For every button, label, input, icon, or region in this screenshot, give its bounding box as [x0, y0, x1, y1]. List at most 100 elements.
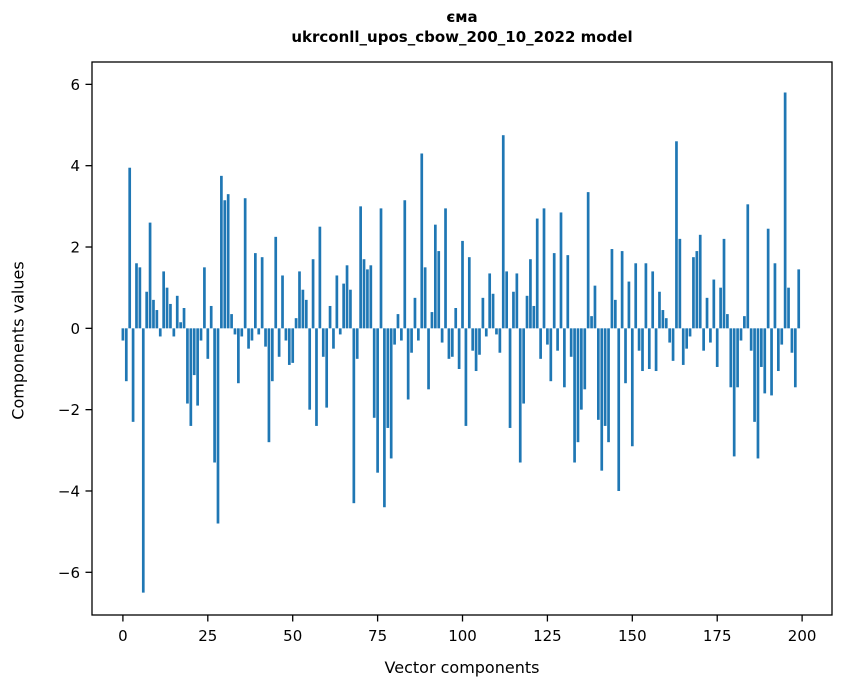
bar: [770, 328, 773, 396]
bar: [552, 253, 556, 329]
bar: [512, 291, 515, 329]
bar: [644, 263, 648, 329]
bar: [763, 328, 767, 394]
bar: [233, 328, 237, 335]
bar: [281, 275, 284, 329]
x-tick-label: 150: [618, 627, 647, 645]
bar: [732, 328, 736, 457]
bar: [386, 328, 390, 428]
bar: [226, 194, 230, 329]
bar: [668, 328, 672, 343]
bar: [624, 328, 627, 384]
bar: [712, 279, 716, 329]
bar: [559, 212, 563, 329]
bar: [773, 263, 777, 329]
bar: [345, 265, 349, 329]
y-tick-label: 0: [70, 320, 80, 338]
bar: [410, 328, 413, 353]
bar: [332, 328, 335, 349]
bar: [546, 328, 549, 345]
bar: [321, 328, 325, 357]
bar: [182, 308, 186, 329]
bar: [192, 328, 196, 376]
bar: [359, 206, 362, 329]
bar: [260, 257, 264, 329]
bar: [417, 328, 420, 341]
bar: [671, 328, 675, 361]
bar: [505, 271, 509, 329]
bar: [158, 328, 162, 337]
bar: [247, 328, 250, 349]
bar: [736, 328, 739, 388]
bar: [641, 328, 644, 372]
bar: [495, 328, 498, 335]
bar: [335, 275, 339, 329]
bar: [664, 318, 668, 329]
bar: [515, 273, 519, 329]
x-tick-label: 200: [788, 627, 817, 645]
bar: [145, 291, 149, 329]
bar: [444, 208, 447, 329]
bar: [481, 297, 485, 329]
bar: [583, 328, 587, 390]
bar: [607, 328, 610, 443]
bar: [430, 312, 434, 329]
bar: [230, 314, 233, 329]
bar: [793, 328, 797, 388]
bar: [749, 328, 753, 351]
bar: [685, 328, 688, 349]
bar: [393, 328, 396, 345]
bar: [498, 328, 502, 353]
bar: [349, 289, 352, 329]
bar: [355, 328, 359, 359]
bar: [573, 328, 576, 463]
bar: [563, 328, 566, 388]
bar: [630, 328, 634, 447]
bar: [148, 222, 152, 329]
bar: [342, 283, 345, 329]
bar: [267, 328, 271, 443]
bar: [162, 271, 166, 329]
bar: [124, 328, 128, 382]
bar: [325, 328, 329, 408]
bar: [756, 328, 760, 459]
bar: [447, 328, 451, 359]
bar: [613, 299, 617, 329]
bar: [135, 263, 138, 329]
bar: [766, 228, 770, 329]
bar: [597, 328, 600, 420]
chart-title-block: єма ukrconll_upos_cbow_200_10_2022 model: [92, 8, 832, 47]
bar: [739, 328, 743, 341]
bar: [206, 328, 210, 359]
bar: [675, 141, 678, 329]
bar: [400, 328, 403, 341]
bar: [491, 293, 495, 329]
bar: [590, 316, 593, 329]
bar: [277, 328, 281, 357]
bar: [457, 328, 461, 369]
bar: [569, 328, 573, 357]
bar: [420, 153, 424, 329]
bar: [189, 328, 193, 426]
bar: [722, 238, 726, 329]
bar: [169, 303, 172, 329]
bar: [152, 299, 155, 329]
bar: [315, 328, 318, 426]
bar: [698, 234, 702, 329]
bar: [138, 267, 142, 329]
bar: [797, 269, 801, 329]
bar: [654, 328, 658, 372]
bar: [471, 328, 475, 351]
bar: [199, 328, 203, 341]
bar: [474, 328, 478, 372]
bar: [586, 192, 590, 329]
y-axis-label: Components values: [8, 261, 28, 420]
bar: [308, 328, 312, 410]
bar: [753, 328, 756, 422]
bar: [529, 259, 532, 329]
bar: [518, 328, 522, 463]
bar: [291, 328, 295, 363]
bar: [692, 257, 695, 329]
bar: [128, 167, 132, 329]
